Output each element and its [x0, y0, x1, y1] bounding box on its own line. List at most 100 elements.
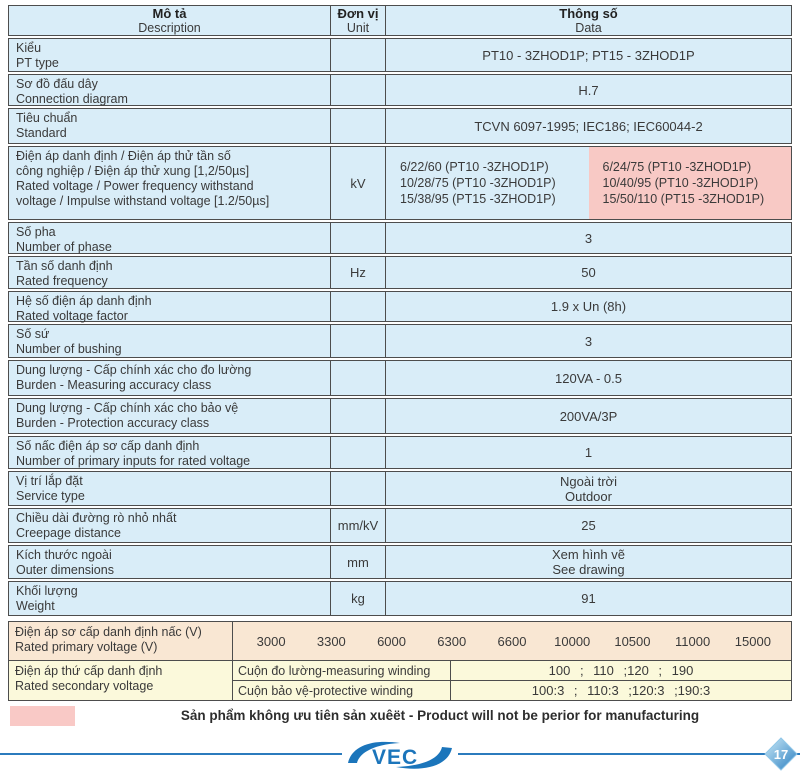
row-data: 1: [584, 445, 593, 460]
voltage-value: 15/50/110 (PT15 -3ZHOD1P): [602, 192, 765, 206]
header-description-cell: Mô tả Description: [9, 6, 331, 35]
row-label-vi: Hệ số điện áp danh định: [16, 294, 152, 308]
voltage-value: 6/24/75 (PT10 -3ZHOD1P): [602, 160, 752, 174]
row-label-en: Creepage distance: [16, 526, 121, 540]
spec-table: Mô tả Description Đơn vị Unit Thông số D…: [8, 5, 792, 618]
header-description-en: Description: [138, 20, 201, 35]
row-unit: mm: [331, 546, 386, 578]
primary-voltage-label-en: Rated primary voltage (V): [15, 640, 158, 654]
protective-winding-label: Cuộn bảo vệ-protective winding: [233, 681, 451, 700]
row-unit: mm/kV: [331, 509, 386, 542]
table-row-connection-diagram: Sơ đồ đấu dây Connection diagram H.7: [8, 74, 792, 106]
voltage-value: 10/40/95 (PT10 -3ZHOD1P): [602, 176, 759, 190]
header-unit-vi: Đơn vị: [337, 5, 379, 21]
row-data: Ngoài trời: [560, 473, 617, 489]
row-label-en: Burden - Protection accuracy class: [16, 416, 210, 430]
row-label-en: Rated frequency: [16, 274, 108, 288]
row-label-vi: Dung lượng - Cấp chính xác cho bảo vệ: [16, 401, 239, 415]
legend-note: Sản phẩm không ưu tiên sản xuêët - Produ…: [180, 708, 700, 723]
row-unit: [331, 39, 386, 71]
row-label-line: Điện áp danh định / Điện áp thử tần số: [16, 149, 231, 163]
row-data: 1.9 x Un (8h): [550, 299, 627, 314]
header-data-cell: Thông số Data: [386, 6, 791, 35]
row-label-en: Burden - Measuring accuracy class: [16, 378, 212, 392]
row-data: Xem hình vẽ: [552, 547, 625, 562]
pink-legend-swatch: [10, 706, 75, 726]
voltage-value: 10/28/75 (PT10 -3ZHOD1P): [400, 176, 556, 190]
row-data: 3: [584, 333, 593, 349]
primary-voltage-value: 10500: [614, 633, 651, 649]
row-unit: kg: [331, 582, 386, 615]
header-unit-cell: Đơn vị Unit: [331, 6, 386, 35]
measuring-winding-values: 100 ; 110 ;120 ; 190: [548, 663, 694, 678]
secondary-voltage-label-vi: Điện áp thứ cấp danh định: [15, 664, 163, 678]
voltage-value: 6/22/60 (PT10 -3ZHOD1P): [400, 160, 549, 174]
row-unit: [331, 223, 386, 253]
table-row-number-of-bushing: Số sứ Number of bushing 3: [8, 324, 792, 358]
row-unit: [331, 325, 386, 357]
row-label-en: Connection diagram: [16, 92, 128, 106]
primary-voltage-value: 10000: [554, 633, 591, 649]
table-header-row: Mô tả Description Đơn vị Unit Thông số D…: [8, 5, 792, 36]
primary-voltage-value: 3300: [316, 633, 346, 649]
row-label-vi: Vị trí lắp đặt: [16, 474, 83, 488]
row-label-en: Outer dimensions: [16, 563, 114, 577]
table-row-standard: Tiêu chuẩn Standard TCVN 6097-1995; IEC1…: [8, 108, 792, 144]
table-row-burden-protection: Dung lượng - Cấp chính xác cho bảo vệ Bu…: [8, 398, 792, 434]
row-data: 91: [581, 591, 596, 606]
header-unit-en: Unit: [346, 20, 370, 35]
row-label-vi: Số nấc điện áp sơ cấp danh định: [16, 439, 200, 453]
row-data: TCVN 6097-1995; IEC186; IEC60044-2: [474, 118, 703, 134]
table-row-outer-dimensions: Kích thước ngoài Outer dimensions mm Xem…: [8, 545, 792, 579]
row-label-line: voltage / Impulse withstand voltage [1.2…: [16, 194, 270, 208]
voltage-ratings-table: Điện áp sơ cấp danh định nấc (V) Rated p…: [8, 621, 792, 701]
row-unit: kV: [331, 147, 386, 219]
row-data: 50: [581, 265, 596, 280]
row-label-vi: Sơ đồ đấu dây: [16, 77, 98, 91]
primary-voltage-label-vi: Điện áp sơ cấp danh định nấc (V): [15, 625, 202, 639]
row-label-en: Service type: [16, 489, 85, 503]
svg-text:VEC: VEC: [372, 746, 418, 769]
row-label-vi: Số pha: [16, 225, 56, 239]
row-label-line: công nghiệp / Điện áp thử xung [1,2/50µs…: [16, 164, 250, 178]
vec-logo: VEC: [342, 736, 458, 774]
row-unit: Hz: [331, 257, 386, 288]
table-row-creepage-distance: Chiều dài đường rò nhỏ nhất Creepage dis…: [8, 508, 792, 543]
header-data-en: Data: [575, 20, 602, 35]
voltage-standard-values: 6/22/60 (PT10 -3ZHOD1P) 10/28/75 (PT10 -…: [386, 147, 589, 219]
row-label-line: Rated voltage / Power frequency withstan…: [16, 179, 254, 193]
row-data: H.7: [578, 82, 599, 98]
row-data: 3: [584, 230, 593, 246]
table-row-service-type: Vị trí lắp đặt Service type Ngoài trời O…: [8, 471, 792, 506]
page-number: 17: [774, 747, 788, 762]
row-label-vi: Chiều dài đường rò nhỏ nhất: [16, 511, 177, 525]
header-description-vi: Mô tả: [152, 5, 187, 21]
primary-voltage-value: 6000: [377, 633, 406, 649]
table-row-burden-measuring: Dung lượng - Cấp chính xác cho đo lường …: [8, 360, 792, 396]
row-label-vi: Tiêu chuẩn: [16, 111, 78, 125]
table-row-rated-voltage: Điện áp danh định / Điện áp thử tần số c…: [8, 146, 792, 220]
row-label-vi: Số sứ: [16, 327, 50, 341]
vec-logo-icon: VEC: [348, 741, 452, 769]
row-label-en: Number of bushing: [16, 342, 122, 356]
secondary-voltage-label-en: Rated secondary voltage: [15, 679, 154, 693]
primary-voltage-value: 3000: [256, 633, 286, 649]
row-unit: [331, 75, 386, 105]
row-label-vi: Dung lượng - Cấp chính xác cho đo lường: [16, 363, 252, 377]
row-label-en: Number of phase: [16, 240, 112, 254]
row-label-vi: Kích thước ngoài: [16, 548, 112, 562]
row-data: Outdoor: [565, 488, 612, 504]
protective-winding-row: Cuộn bảo vệ-protective winding 100:3 ; 1…: [233, 680, 791, 700]
table-row-primary-inputs: Số nấc điện áp sơ cấp danh định Number o…: [8, 436, 792, 469]
table-row-pt-type: Kiểu PT type PT10 - 3ZHOD1P; PT15 - 3ZHO…: [8, 38, 792, 72]
row-data: See drawing: [552, 562, 625, 577]
primary-voltage-value: 6600: [497, 633, 527, 649]
row-label-vi: Khối lượng: [16, 584, 78, 598]
row-unit: [331, 472, 386, 505]
table-row-weight: Khối lượng Weight kg 91: [8, 581, 792, 616]
primary-voltage-value: 11000: [675, 633, 711, 649]
protective-winding-values: 100:3 ; 110:3 ;120:3 ;190:3: [531, 683, 711, 698]
row-label-vi: Kiểu: [16, 41, 42, 55]
row-data: 25: [581, 518, 596, 533]
table-row-rated-voltage-factor: Hệ số điện áp danh định Rated voltage fa…: [8, 291, 792, 323]
